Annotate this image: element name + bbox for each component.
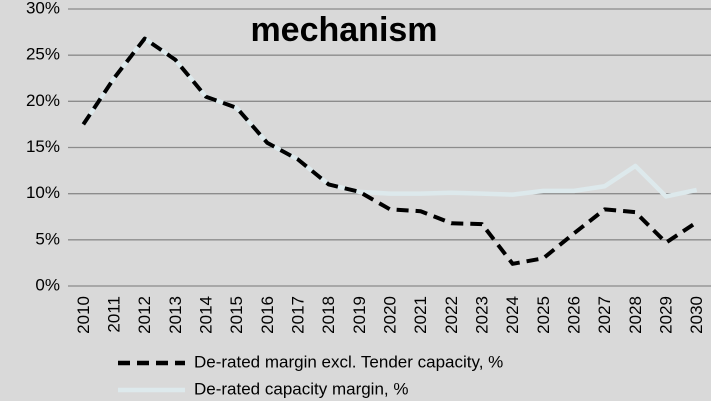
y-tick-label: 0% (35, 275, 60, 294)
x-tick-label: 2022 (442, 296, 461, 334)
x-tick-label: 2017 (288, 296, 307, 334)
x-tick-label: 2024 (503, 296, 522, 334)
x-tick-label: 2013 (166, 296, 185, 334)
y-tick-label: 10% (26, 183, 60, 202)
x-tick-label: 2019 (350, 296, 369, 334)
x-tick-label: 2026 (564, 296, 583, 334)
y-tick-label: 25% (26, 45, 60, 64)
x-tick-label: 2023 (472, 296, 491, 334)
x-tick-label: 2025 (534, 296, 553, 334)
x-tick-label: 2010 (74, 296, 93, 334)
x-tick-label: 2016 (258, 296, 277, 334)
y-tick-label: 15% (26, 137, 60, 156)
legend-label: De-rated capacity margin, % (194, 379, 408, 398)
x-tick-label: 2027 (595, 296, 614, 334)
x-tick-label: 2020 (380, 296, 399, 334)
y-tick-label: 20% (26, 91, 60, 110)
chart-title: mechanism (250, 11, 437, 49)
x-tick-label: 2028 (626, 296, 645, 334)
x-tick-label: 2014 (196, 296, 215, 334)
x-tick-label: 2015 (227, 296, 246, 334)
y-tick-label: 30% (26, 0, 60, 17)
y-tick-label: 5% (35, 229, 60, 248)
x-tick-label: 2012 (135, 296, 154, 334)
x-tick-label: 2030 (687, 296, 706, 334)
x-tick-label: 2029 (656, 296, 675, 334)
legend-label: De-rated margin excl. Tender capacity, % (194, 352, 503, 371)
x-tick-label: 2011 (104, 296, 123, 333)
x-tick-label: 2021 (411, 296, 430, 334)
series-line (81, 36, 698, 266)
x-tick-label: 2018 (319, 296, 338, 334)
